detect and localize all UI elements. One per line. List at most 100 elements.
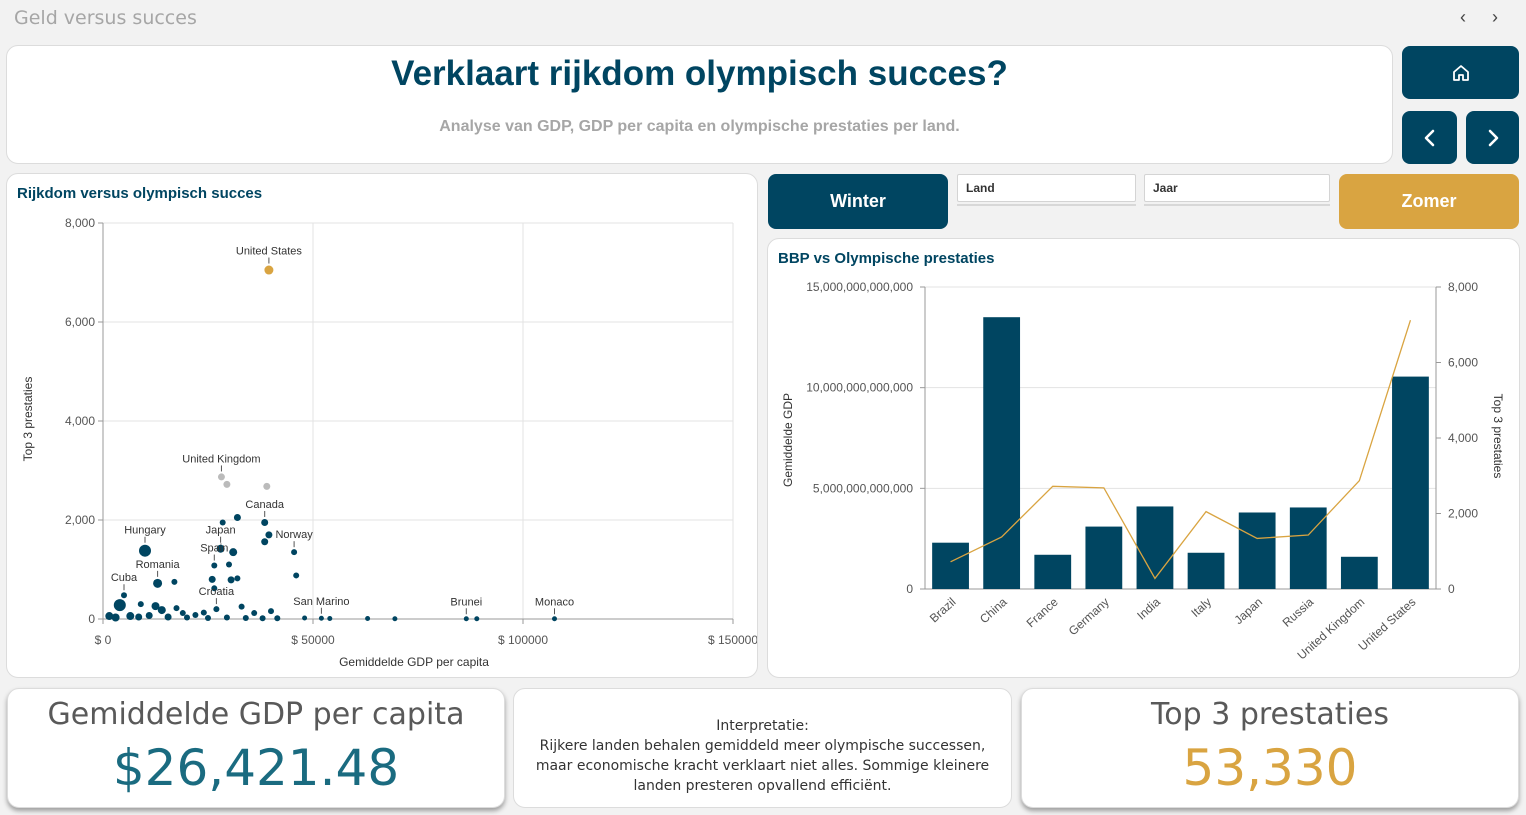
combo-y2tick-label: 2,000: [1448, 507, 1478, 521]
scatter-point[interactable]: [223, 480, 231, 488]
scatter-point[interactable]: [263, 482, 271, 490]
combo-ytick-label: 0: [906, 582, 913, 596]
scatter-point[interactable]: [184, 614, 190, 621]
combo-bar[interactable]: [1238, 512, 1276, 589]
sheet-prev-icon[interactable]: ‹: [1460, 7, 1466, 27]
scatter-point[interactable]: [137, 601, 144, 608]
scatter-point[interactable]: [264, 265, 274, 275]
scatter-point[interactable]: [552, 616, 557, 622]
scatter-point[interactable]: [261, 518, 269, 526]
combo-bar[interactable]: [932, 542, 969, 589]
combo-bar[interactable]: [1187, 552, 1225, 589]
scatter-point[interactable]: [121, 592, 127, 599]
page-title: Verklaart rijkdom olympisch succes?: [391, 54, 1008, 93]
scatter-point[interactable]: [105, 612, 114, 621]
scatter-ytick-label: 4,000: [65, 414, 95, 428]
scatter-point[interactable]: [171, 578, 178, 585]
scatter-point[interactable]: [265, 531, 273, 539]
combo-category-label: Italy: [1188, 595, 1214, 620]
scatter-point[interactable]: [192, 612, 199, 619]
scatter-point[interactable]: [135, 613, 143, 621]
scatter-point[interactable]: [153, 578, 163, 588]
scatter-point-label: Japan: [206, 525, 236, 537]
scatter-point[interactable]: [139, 544, 151, 557]
prev-sheet-button[interactable]: [1402, 111, 1457, 164]
sheet-next-icon[interactable]: ›: [1492, 7, 1498, 27]
scatter-point[interactable]: [126, 612, 135, 621]
scatter-point[interactable]: [238, 603, 245, 610]
scatter-point[interactable]: [261, 538, 269, 546]
scatter-point[interactable]: [463, 616, 469, 622]
combo-category-label: Germany: [1066, 595, 1112, 638]
scatter-point[interactable]: [293, 572, 300, 579]
scatter-point[interactable]: [242, 615, 249, 622]
scatter-point[interactable]: [226, 561, 232, 568]
combo-bar[interactable]: [1340, 556, 1378, 589]
scatter-point-label: Romania: [136, 559, 181, 571]
scatter-point[interactable]: [113, 599, 126, 612]
winter-button[interactable]: Winter: [768, 174, 948, 229]
scatter-point[interactable]: [365, 616, 371, 622]
next-sheet-button[interactable]: [1466, 111, 1519, 164]
scatter-point-label: Croatia: [199, 586, 235, 598]
interpretation-card: Interpretatie: Rijkere landen behalen ge…: [513, 688, 1012, 808]
scatter-point[interactable]: [229, 548, 238, 557]
jaar-filter-underline: [1144, 204, 1330, 206]
scatter-point[interactable]: [327, 616, 333, 622]
scatter-xtick-label: $ 50000: [291, 633, 335, 647]
scatter-ytick-label: 2,000: [65, 513, 95, 527]
combo-title: BBP vs Olympische prestaties: [778, 250, 995, 267]
combo-bar[interactable]: [983, 317, 1021, 589]
scatter-point[interactable]: [211, 562, 218, 569]
scatter-point[interactable]: [211, 585, 218, 592]
land-filter[interactable]: Land: [957, 174, 1136, 202]
scatter-point[interactable]: [259, 615, 266, 622]
combo-y2tick-label: 0: [1448, 582, 1455, 596]
scatter-chart: 0 2,000 4,000 6,000 8,000 $ 0 $ 50000 $ 100000 $…: [21, 216, 757, 669]
scatter-point[interactable]: [291, 549, 298, 556]
combo-bar[interactable]: [1034, 554, 1072, 589]
scatter-point[interactable]: [200, 609, 207, 616]
scatter-point[interactable]: [268, 608, 274, 615]
scatter-point[interactable]: [223, 614, 230, 621]
combo-category-label: India: [1134, 595, 1163, 623]
scatter-point[interactable]: [145, 612, 153, 620]
scatter-point[interactable]: [318, 615, 324, 621]
scatter-point[interactable]: [234, 575, 241, 582]
summer-button[interactable]: Zomer: [1339, 174, 1519, 229]
jaar-filter[interactable]: Jaar: [1144, 174, 1330, 202]
kpi-top3-label: Top 3 prestaties: [1151, 697, 1389, 732]
chevron-left-icon: [1424, 129, 1434, 146]
home-icon: [1452, 64, 1469, 81]
scatter-point[interactable]: [208, 575, 216, 583]
scatter-point[interactable]: [274, 615, 281, 622]
scatter-point[interactable]: [179, 610, 186, 617]
scatter-point[interactable]: [219, 519, 226, 526]
combo-bar[interactable]: [1085, 526, 1123, 589]
home-button[interactable]: [1402, 46, 1519, 99]
scatter-point[interactable]: [392, 616, 398, 622]
scatter-point[interactable]: [205, 615, 211, 622]
scatter-point[interactable]: [474, 616, 480, 622]
scatter-point[interactable]: [151, 602, 160, 611]
header-card: Verklaart rijkdom olympisch succes? Anal…: [6, 45, 1393, 164]
scatter-point[interactable]: [233, 514, 241, 522]
scatter-point[interactable]: [217, 473, 225, 481]
kpi-top3-card: Top 3 prestaties 53,330: [1021, 688, 1519, 808]
scatter-point[interactable]: [173, 605, 180, 612]
combo-bar[interactable]: [1289, 507, 1327, 589]
scatter-point[interactable]: [164, 613, 172, 621]
scatter-point-label: Norway: [275, 529, 313, 541]
scatter-point[interactable]: [302, 615, 308, 621]
scatter-point[interactable]: [251, 610, 258, 617]
scatter-xtick-label: $ 150000: [708, 633, 757, 647]
scatter-point[interactable]: [213, 606, 220, 613]
scatter-point[interactable]: [157, 606, 166, 615]
interpretation-heading: Interpretatie:: [716, 718, 809, 734]
scatter-point[interactable]: [111, 613, 120, 622]
combo-bar[interactable]: [1136, 506, 1174, 589]
scatter-point[interactable]: [216, 544, 225, 553]
combo-y2tick-label: 6,000: [1448, 356, 1478, 370]
scatter-point[interactable]: [227, 576, 235, 584]
combo-bar[interactable]: [1392, 376, 1429, 589]
